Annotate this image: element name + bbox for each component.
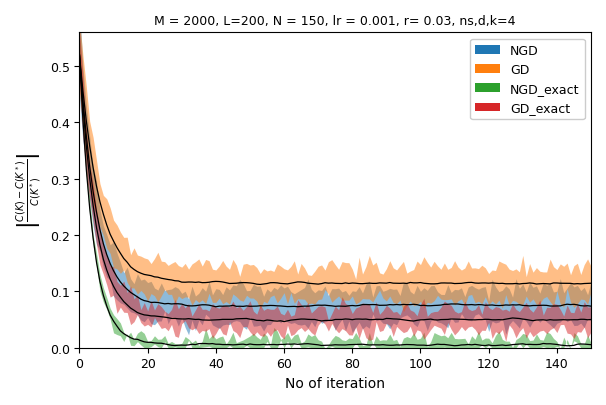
Legend: NGD, GD, NGD_exact, GD_exact: NGD, GD, NGD_exact, GD_exact bbox=[470, 39, 585, 120]
Title: M = 2000, L=200, N = 150, lr = 0.001, r= 0.03, ns,d,k=4: M = 2000, L=200, N = 150, lr = 0.001, r=… bbox=[155, 15, 516, 28]
X-axis label: No of iteration: No of iteration bbox=[285, 376, 385, 390]
Y-axis label: $\left|\frac{C(K) - C(K^*)}{C(K^*)}\right|$: $\left|\frac{C(K) - C(K^*)}{C(K^*)}\righ… bbox=[15, 152, 44, 229]
